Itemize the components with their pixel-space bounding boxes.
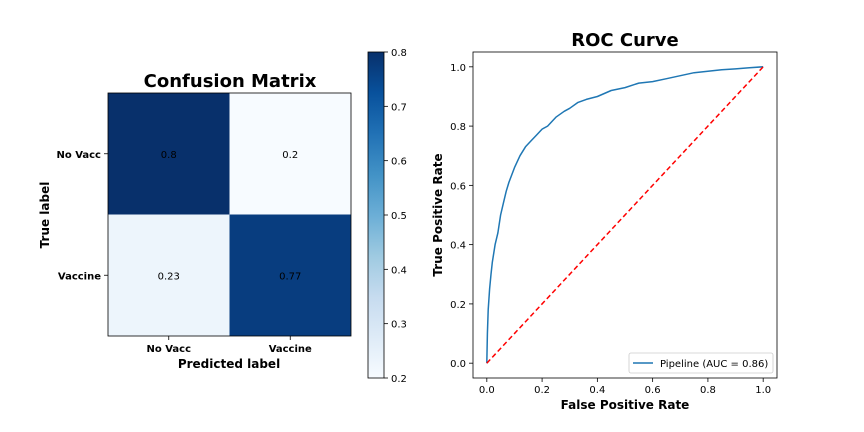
roc-ticks: 0.0 0.2 0.4 0.6 0.8 1.0 0.0 0.2 0.4 0.6 0.8 1.0 xyxy=(450,63,771,396)
confusion-cell xyxy=(108,93,230,215)
confusion-matrix-panel: Confusion Matrix 0.8 0.2 0.23 0.77 No Vacc V… xyxy=(38,71,352,371)
colorbar-ticks: 0.2 0.3 0.4 0.5 0.6 0.7 0.8 xyxy=(384,48,407,385)
x-tick-label: 0.6 xyxy=(645,385,661,396)
y-category-label: Vaccine xyxy=(58,271,101,282)
x-category-label: No Vacc xyxy=(146,344,191,355)
x-tick-label: 0.0 xyxy=(479,385,495,396)
y-tick-label: 0.6 xyxy=(450,181,466,192)
confusion-cell xyxy=(229,93,351,215)
x-tick-label: 1.0 xyxy=(755,385,771,396)
chance-diagonal-line xyxy=(486,66,764,364)
roc-legend-label: Pipeline (AUC = 0.86) xyxy=(660,359,768,370)
confusion-matrix-frame xyxy=(107,92,352,337)
colorbar-tick-label: 0.6 xyxy=(391,157,407,168)
confusion-cell xyxy=(108,214,230,336)
colorbar-tick-label: 0.7 xyxy=(391,102,407,113)
colorbar-tick-label: 0.3 xyxy=(391,320,407,331)
confusion-matrix-ylabel: True label xyxy=(38,182,52,249)
confusion-cell-value: 0.77 xyxy=(279,271,301,282)
roc-ylabel: True Positive Rate xyxy=(431,153,445,276)
confusion-cell xyxy=(229,214,351,336)
confusion-matrix-ticks: No Vacc Vaccine No Vacc Vaccine xyxy=(56,150,312,355)
x-tick-label: 0.4 xyxy=(589,385,605,396)
colorbar-tick-label: 0.4 xyxy=(391,265,407,276)
confusion-matrix-cells: 0.8 0.2 0.23 0.77 xyxy=(108,93,351,336)
x-category-label: Vaccine xyxy=(269,344,312,355)
roc-curve-line xyxy=(486,66,764,364)
colorbar-tick-label: 0.5 xyxy=(391,211,407,222)
x-tick-label: 0.2 xyxy=(534,385,550,396)
colorbar: 0.2 0.3 0.4 0.5 0.6 0.7 0.8 xyxy=(367,48,407,385)
confusion-matrix-title: Confusion Matrix xyxy=(144,71,317,92)
roc-title: ROC Curve xyxy=(571,30,678,51)
y-tick-label: 0.2 xyxy=(450,300,466,311)
y-tick-label: 0.4 xyxy=(450,241,466,252)
roc-axes-frame xyxy=(472,51,778,379)
confusion-cell-value: 0.2 xyxy=(282,150,298,161)
colorbar-tick-label: 0.2 xyxy=(391,374,407,385)
roc-legend: Pipeline (AUC = 0.86) xyxy=(628,352,774,374)
roc-lines xyxy=(486,66,764,364)
x-tick-label: 0.8 xyxy=(700,385,716,396)
confusion-cell-value: 0.23 xyxy=(158,271,180,282)
y-tick-label: 0.8 xyxy=(450,122,466,133)
roc-panel: ROC Curve 0.0 0.2 0.4 0.6 0.8 1.0 0.0 0.2 0.4 0.6… xyxy=(431,30,778,412)
confusion-cell-value: 0.8 xyxy=(161,150,177,161)
roc-xlabel: False Positive Rate xyxy=(561,398,690,412)
y-tick-label: 1.0 xyxy=(450,63,466,74)
colorbar-tick-label: 0.8 xyxy=(391,48,407,59)
roc-legend-box xyxy=(628,352,774,374)
colorbar-gradient xyxy=(367,51,385,379)
confusion-matrix-xlabel: Predicted label xyxy=(178,357,280,371)
y-tick-label: 0.0 xyxy=(450,359,466,370)
y-category-label: No Vacc xyxy=(56,150,101,161)
